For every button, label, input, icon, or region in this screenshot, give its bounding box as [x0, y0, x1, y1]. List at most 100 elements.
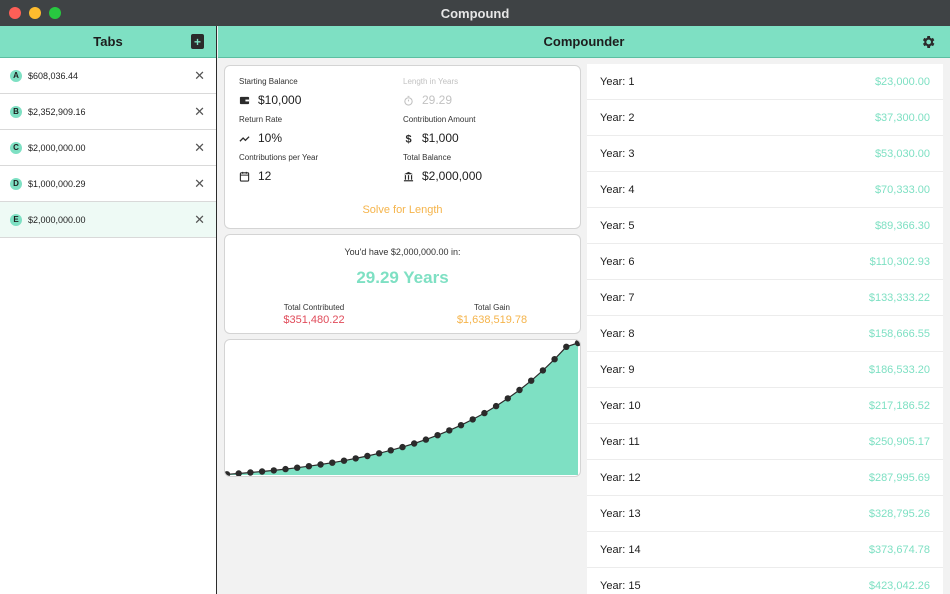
- data-point: [574, 340, 580, 347]
- close-window-button[interactable]: [9, 7, 21, 19]
- year-row: Year: 12 $287,995.69: [587, 460, 943, 496]
- year-row: Year: 1 $23,000.00: [587, 64, 943, 100]
- tabs-sidebar: Tabs + A $608,036.44 ✕ B $2,352,909.16 ✕…: [0, 26, 217, 594]
- year-label: Year: 7: [600, 291, 635, 304]
- data-point: [551, 356, 558, 363]
- data-point: [375, 450, 383, 457]
- tab-item-selected[interactable]: E $2,000,000.00 ✕: [0, 202, 216, 238]
- year-label: Year: 4: [600, 183, 635, 196]
- contributions-per-year-field[interactable]: Contributions per Year 12: [239, 153, 318, 183]
- close-tab-icon[interactable]: ✕: [194, 140, 205, 155]
- data-point: [446, 427, 453, 434]
- year-row: Year: 2 $37,300.00: [587, 100, 943, 136]
- tab-list: A $608,036.44 ✕ B $2,352,909.16 ✕ C $2,0…: [0, 58, 216, 238]
- solve-for-length-button[interactable]: Solve for Length: [362, 204, 443, 216]
- close-tab-icon[interactable]: ✕: [194, 176, 205, 191]
- bank-icon: [403, 171, 414, 181]
- zoom-window-button[interactable]: [49, 7, 61, 19]
- starting-balance-value[interactable]: $10,000: [258, 93, 302, 107]
- new-tab-button[interactable]: +: [191, 34, 204, 49]
- year-row: Year: 3 $53,030.00: [587, 136, 943, 172]
- year-row: Year: 10 $217,186.52: [587, 388, 943, 424]
- year-row: Year: 6 $110,302.93: [587, 244, 943, 280]
- title-bar: Compound: [0, 0, 950, 26]
- total-balance-field[interactable]: Total Balance $2,000,000: [403, 153, 482, 183]
- year-label: Year: 1: [600, 75, 635, 88]
- window-controls: [9, 7, 61, 19]
- data-point: [247, 469, 254, 476]
- tab-item[interactable]: D $1,000,000.29 ✕: [0, 166, 216, 202]
- contributions-per-year-value[interactable]: 12: [258, 169, 272, 183]
- year-row: Year: 9 $186,533.20: [587, 352, 943, 388]
- length-in-years-value[interactable]: 29.29: [422, 93, 453, 107]
- sidebar-title: Tabs: [93, 34, 123, 49]
- starting-balance-field[interactable]: Starting Balance $10,000: [239, 77, 301, 107]
- tab-item[interactable]: B $2,352,909.16 ✕: [0, 94, 216, 130]
- data-point: [481, 409, 488, 417]
- main-header: Compounder: [218, 26, 950, 58]
- total-gain-value: $1,638,519.78: [456, 314, 528, 326]
- tab-item[interactable]: C $2,000,000.00 ✕: [0, 130, 216, 166]
- return-rate-value[interactable]: 10%: [258, 131, 283, 145]
- data-point: [457, 422, 465, 429]
- year-row: Year: 8 $158,666.55: [587, 316, 943, 352]
- contribution-amount-value[interactable]: $1,000: [422, 131, 459, 145]
- data-point: [539, 367, 547, 374]
- total-gain-stat: Total Gain $1,638,519.78: [403, 303, 581, 326]
- close-tab-icon[interactable]: ✕: [194, 68, 205, 83]
- tab-badge: C: [10, 141, 22, 154]
- trend-up-icon: [239, 135, 250, 142]
- year-row: Year: 14 $373,674.78: [587, 532, 943, 568]
- tab-value: $2,352,909.16: [28, 106, 86, 117]
- minimize-window-button[interactable]: [29, 7, 41, 19]
- year-label: Year: 13: [600, 507, 641, 520]
- data-point: [282, 465, 289, 473]
- contributions-per-year-label: Contributions per Year: [239, 153, 319, 162]
- growth-area: [227, 343, 578, 475]
- length-in-years-label: Length in Years: [403, 77, 459, 86]
- year-value: $89,366.30: [874, 219, 930, 232]
- total-balance-value[interactable]: $2,000,000: [422, 169, 483, 183]
- length-in-years-field[interactable]: Length in Years 29.29: [403, 77, 458, 107]
- gear-icon[interactable]: [920, 34, 936, 50]
- main-title: Compounder: [543, 34, 625, 49]
- tab-item[interactable]: A $608,036.44 ✕: [0, 58, 216, 94]
- tab-badge: B: [10, 105, 22, 118]
- data-point: [225, 471, 231, 476]
- year-label: Year: 11: [600, 435, 640, 448]
- plus-document-icon: +: [193, 34, 201, 49]
- data-point: [563, 343, 570, 350]
- year-value: $110,302.93: [869, 255, 930, 268]
- year-list[interactable]: Year: 1 $23,000.00 Year: 2 $37,300.00 Year: …: [587, 64, 943, 594]
- close-tab-icon[interactable]: ✕: [194, 212, 205, 227]
- year-label: Year: 14: [600, 543, 641, 556]
- data-point: [364, 452, 371, 460]
- tab-value: $2,000,000.00: [28, 142, 86, 153]
- data-point: [469, 416, 476, 423]
- data-point: [387, 447, 394, 454]
- year-label: Year: 15: [600, 579, 641, 592]
- year-label: Year: 10: [600, 399, 641, 412]
- data-point: [258, 468, 266, 475]
- year-label: Year: 9: [600, 363, 635, 376]
- total-contributed-label: Total Contributed: [283, 303, 345, 312]
- year-value: $328,795.26: [868, 507, 930, 520]
- tab-badge: A: [10, 69, 22, 82]
- inputs-card: Starting Balance $10,000 Length in Years…: [224, 65, 581, 229]
- svg-text:$: $: [405, 133, 411, 143]
- year-value: $70,333.00: [874, 183, 930, 196]
- data-point: [516, 386, 523, 394]
- close-tab-icon[interactable]: ✕: [194, 104, 205, 119]
- data-point: [492, 402, 500, 410]
- data-point: [434, 432, 441, 439]
- year-value: $373,674.78: [868, 543, 930, 556]
- stopwatch-icon: [404, 95, 413, 106]
- return-rate-field[interactable]: Return Rate 10%: [239, 115, 282, 145]
- contribution-amount-field[interactable]: Contribution Amount $ $1,000: [403, 115, 476, 145]
- tab-value: $608,036.44: [28, 70, 79, 81]
- sidebar-header: Tabs +: [0, 26, 216, 58]
- total-contributed-stat: Total Contributed $351,480.22: [225, 303, 403, 326]
- year-value: $37,300.00: [874, 111, 930, 124]
- contribution-amount-label: Contribution Amount: [403, 115, 476, 124]
- year-value: $217,186.52: [868, 399, 930, 412]
